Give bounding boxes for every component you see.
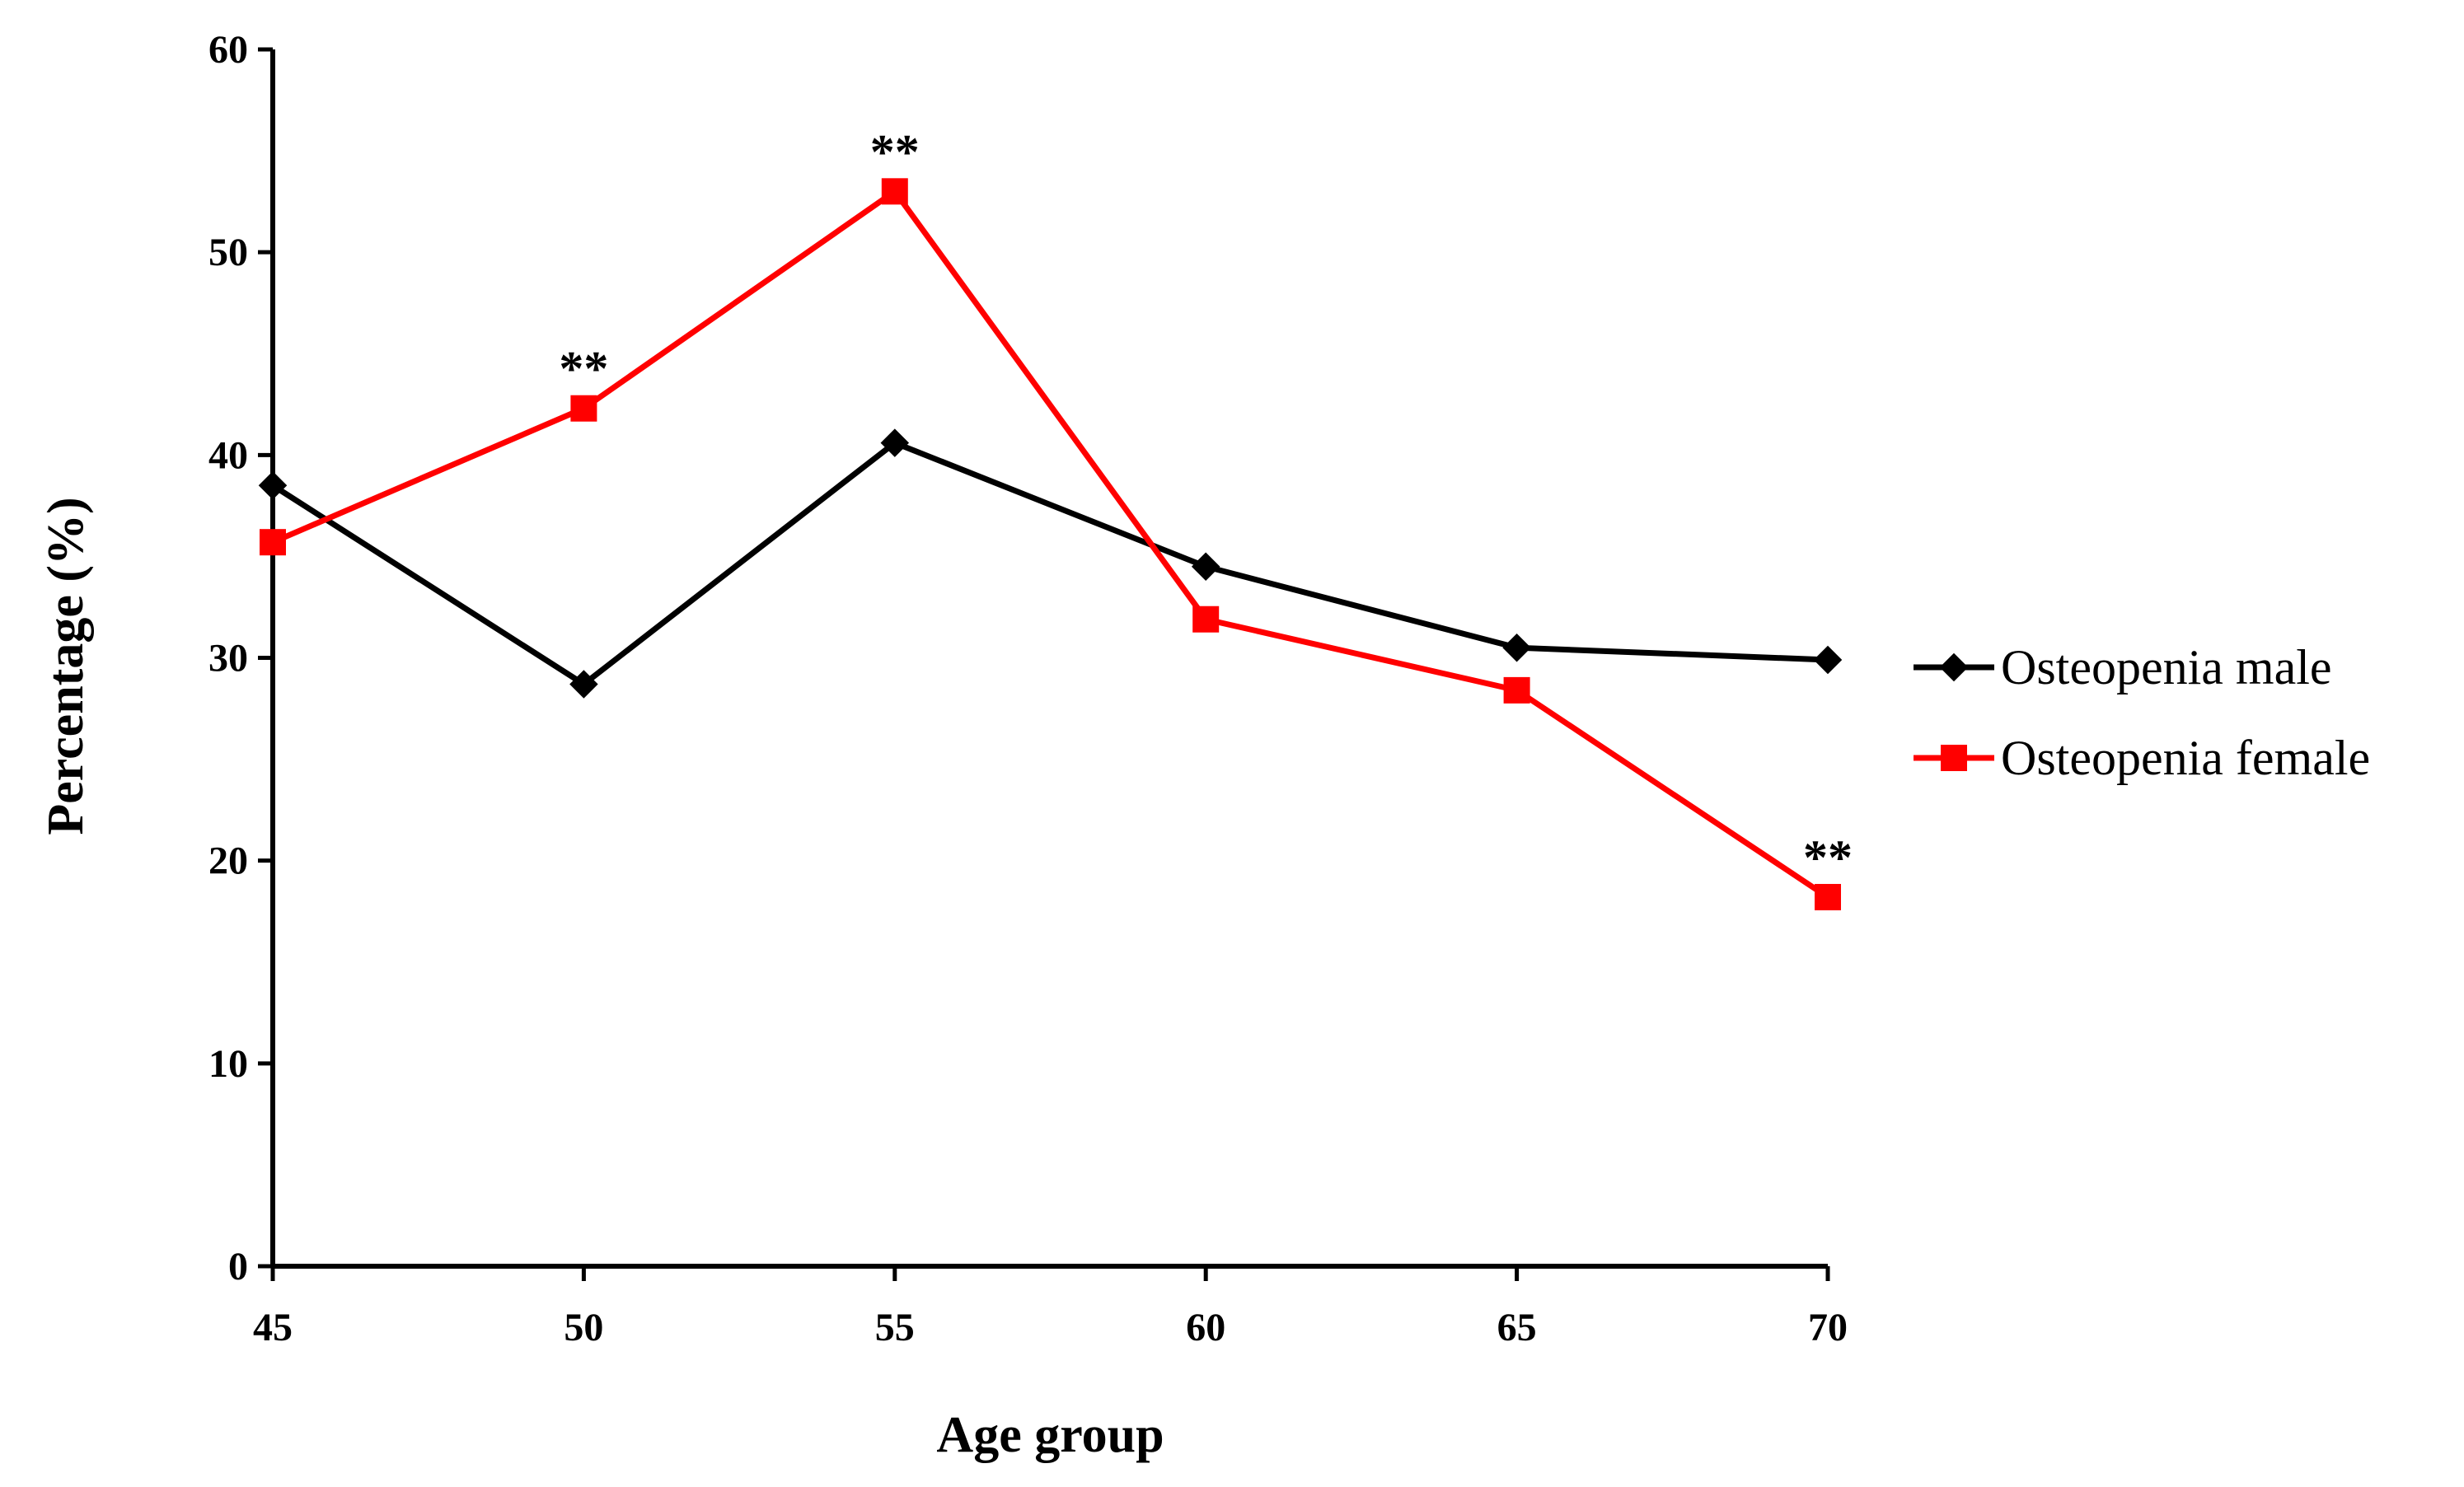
- data-point: [1503, 676, 1530, 704]
- x-axis-title: Age group: [936, 1407, 1164, 1463]
- x-tick-label: 60: [1186, 1306, 1225, 1349]
- data-point: [1191, 552, 1220, 581]
- y-tick-label: 20: [208, 839, 248, 883]
- data-point: [1502, 633, 1531, 662]
- y-axis-title: Percentage (%): [38, 497, 94, 835]
- data-point: [1815, 883, 1841, 910]
- legend-item: Osteopenia female: [1914, 731, 2370, 785]
- y-tick-label: 10: [208, 1042, 248, 1086]
- significance-annotation: **: [870, 124, 920, 179]
- legend-label: Osteopenia female: [2001, 731, 2370, 785]
- data-point: [1813, 645, 1843, 675]
- annotation-layer: ** ** **: [559, 124, 1853, 885]
- data-point: [880, 428, 910, 457]
- data-point: [569, 670, 598, 699]
- series-layer: [258, 178, 1843, 910]
- x-ticks: 45 50 55 60 65 70: [253, 1266, 1848, 1349]
- x-tick-label: 55: [875, 1306, 915, 1349]
- x-tick-label: 50: [564, 1306, 603, 1349]
- series-osteopenia-male: [258, 428, 1843, 699]
- legend-marker: [1941, 745, 1967, 771]
- y-tick-label: 40: [208, 433, 248, 477]
- series-line: [271, 439, 1829, 688]
- legend-item: Osteopenia male: [1914, 640, 2332, 694]
- legend: Osteopenia male Osteopenia female: [1914, 640, 2370, 785]
- data-point: [258, 471, 288, 500]
- data-point: [881, 178, 908, 205]
- significance-annotation: **: [1803, 830, 1853, 885]
- legend-marker: [1939, 652, 1969, 682]
- x-tick-label: 65: [1497, 1306, 1537, 1349]
- y-ticks: 0 10 20 30 40 50 60: [208, 28, 273, 1288]
- significance-annotation: **: [559, 342, 608, 396]
- series-line: [271, 187, 1829, 900]
- data-point: [260, 529, 286, 556]
- y-tick-label: 30: [208, 637, 248, 680]
- legend-label: Osteopenia male: [2001, 640, 2332, 694]
- y-tick-label: 60: [208, 28, 248, 72]
- data-point: [570, 395, 597, 422]
- x-tick-label: 45: [253, 1306, 293, 1349]
- data-point: [1192, 606, 1220, 633]
- y-tick-label: 50: [208, 231, 248, 274]
- y-tick-label: 0: [228, 1245, 248, 1288]
- x-tick-label: 70: [1808, 1306, 1848, 1349]
- axes: [270, 49, 1828, 1269]
- series-osteopenia-female: [260, 178, 1841, 910]
